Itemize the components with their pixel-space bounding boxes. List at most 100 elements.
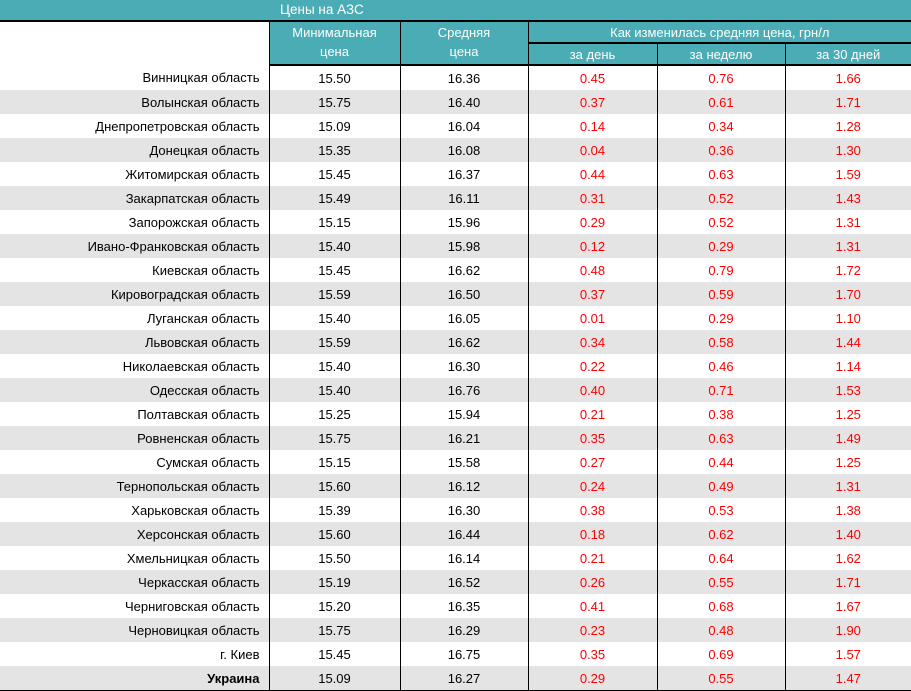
day-change-cell: 0.22 — [527, 354, 657, 378]
month-change-cell: 1.71 — [784, 90, 911, 114]
avg-price-cell: 16.30 — [399, 498, 528, 522]
month-change-cell: 1.25 — [784, 450, 911, 474]
week-change-cell: 0.55 — [656, 570, 785, 594]
day-change-cell: 0.35 — [527, 426, 657, 450]
week-change-cell: 0.34 — [656, 114, 785, 138]
month-change-cell: 1.43 — [784, 186, 911, 210]
week-change-cell: 0.69 — [656, 642, 785, 666]
min-price-cell: 15.59 — [268, 330, 400, 354]
min-price-cell: 15.40 — [268, 306, 400, 330]
week-change-cell: 0.55 — [656, 666, 785, 691]
avg-price-column-header: Средняя цена — [399, 22, 528, 66]
day-change-cell: 0.35 — [527, 642, 657, 666]
month-change-cell: 1.28 — [784, 114, 911, 138]
avg-price-cell: 15.58 — [399, 450, 528, 474]
month-change-cell: 1.53 — [784, 378, 911, 402]
region-cell: Ровненская область — [137, 430, 260, 446]
avg-price-cell: 16.08 — [399, 138, 528, 162]
region-cell: Харьковская область — [131, 502, 260, 518]
avg-price-cell: 16.62 — [399, 330, 528, 354]
region-cell: Хмельницкая область — [126, 550, 260, 566]
day-change-cell: 0.40 — [527, 378, 657, 402]
month-change-cell: 1.49 — [784, 426, 911, 450]
day-change-cell: 0.27 — [527, 450, 657, 474]
per-week-column-header: за неделю — [656, 43, 785, 66]
day-change-cell: 0.45 — [527, 65, 657, 90]
day-change-cell: 0.21 — [527, 546, 657, 570]
min-price-cell: 15.45 — [268, 258, 400, 282]
fuel-price-table: Минимальная цена Средняя цена Как измени… — [0, 22, 911, 691]
avg-price-cell: 16.44 — [399, 522, 528, 546]
month-change-cell: 1.10 — [784, 306, 911, 330]
page-title: Цены на АЗС — [280, 2, 364, 17]
week-change-cell: 0.38 — [656, 402, 785, 426]
month-change-cell: 1.25 — [784, 402, 911, 426]
region-cell: Житомирская область — [125, 166, 260, 182]
day-change-cell: 0.37 — [527, 282, 657, 306]
table-row: Кировоградская область 15.59 16.50 0.37 0.59… — [0, 282, 911, 306]
week-change-cell: 0.64 — [656, 546, 785, 570]
day-change-cell: 0.24 — [527, 474, 657, 498]
table-row: Ивано-Франковская область 15.40 15.98 0.12 0… — [0, 234, 911, 258]
week-change-cell: 0.68 — [656, 594, 785, 618]
region-cell: Донецкая область — [149, 142, 260, 158]
day-change-cell: 0.14 — [527, 114, 657, 138]
min-price-cell: 15.39 — [268, 498, 400, 522]
min-price-cell: 15.49 — [268, 186, 400, 210]
week-change-cell: 0.61 — [656, 90, 785, 114]
region-cell: Одесская область — [149, 382, 260, 398]
avg-price-cell: 15.96 — [399, 210, 528, 234]
week-change-cell: 0.29 — [656, 234, 785, 258]
day-change-cell: 0.01 — [527, 306, 657, 330]
month-change-cell: 1.47 — [784, 666, 911, 691]
table-row: Полтавская область 15.25 15.94 0.21 0.38 1.25 — [0, 402, 911, 426]
table-row: Хмельницкая область 15.50 16.14 0.21 0.64 1.6… — [0, 546, 911, 570]
table-header: Минимальная цена Средняя цена Как измени… — [0, 22, 911, 66]
region-cell: Полтавская область — [137, 406, 260, 422]
day-change-cell: 0.21 — [527, 402, 657, 426]
region-cell: Киевская область — [152, 262, 260, 278]
avg-price-cell: 16.52 — [399, 570, 528, 594]
avg-price-cell: 16.04 — [399, 114, 528, 138]
min-price-column-header: Минимальная цена — [268, 22, 400, 66]
min-price-cell: 15.15 — [268, 210, 400, 234]
avg-price-cell: 16.50 — [399, 282, 528, 306]
region-cell: Кировоградская область — [110, 286, 260, 302]
week-change-cell: 0.71 — [656, 378, 785, 402]
avg-price-cell: 16.35 — [399, 594, 528, 618]
table-row: Харьковская область 15.39 16.30 0.38 0.53 1.3… — [0, 498, 911, 522]
week-change-cell: 0.59 — [656, 282, 785, 306]
week-change-cell: 0.79 — [656, 258, 785, 282]
table-row: Николаевская область 15.40 16.30 0.22 0.46 1.… — [0, 354, 911, 378]
table-row: Одесская область 15.40 16.76 0.40 0.71 1.53 — [0, 378, 911, 402]
month-change-cell: 1.57 — [784, 642, 911, 666]
region-cell: Сумская область — [156, 454, 260, 470]
avg-price-cell: 16.11 — [399, 186, 528, 210]
min-price-cell: 15.50 — [268, 65, 400, 90]
day-change-cell: 0.34 — [527, 330, 657, 354]
price-change-group-header: Как изменилась средняя цена, грн/л — [527, 22, 911, 44]
avg-price-cell: 16.21 — [399, 426, 528, 450]
table-title-bar: Цены на АЗС — [0, 0, 911, 22]
day-change-cell: 0.38 — [527, 498, 657, 522]
region-cell: Ивано-Франковская область — [87, 238, 260, 254]
region-cell: Запорожская область — [128, 214, 260, 230]
region-cell: Львовская область — [144, 334, 260, 350]
month-change-cell: 1.71 — [784, 570, 911, 594]
region-cell: Николаевская область — [122, 358, 260, 374]
table-row: Житомирская область 15.45 16.37 0.44 0.63 1.5… — [0, 162, 911, 186]
table-row: Винницкая область 15.50 16.36 0.45 0.76 1.66 — [0, 65, 911, 90]
avg-price-cell: 16.14 — [399, 546, 528, 570]
region-cell: Херсонская область — [136, 526, 260, 542]
month-change-cell: 1.70 — [784, 282, 911, 306]
region-cell: г. Киев — [220, 646, 260, 662]
month-change-cell: 1.30 — [784, 138, 911, 162]
avg-price-cell: 16.29 — [399, 618, 528, 642]
min-price-cell: 15.35 — [268, 138, 400, 162]
day-change-cell: 0.29 — [527, 666, 657, 691]
day-change-cell: 0.04 — [527, 138, 657, 162]
week-change-cell: 0.44 — [656, 450, 785, 474]
avg-price-cell: 16.05 — [399, 306, 528, 330]
min-price-cell: 15.09 — [268, 114, 400, 138]
